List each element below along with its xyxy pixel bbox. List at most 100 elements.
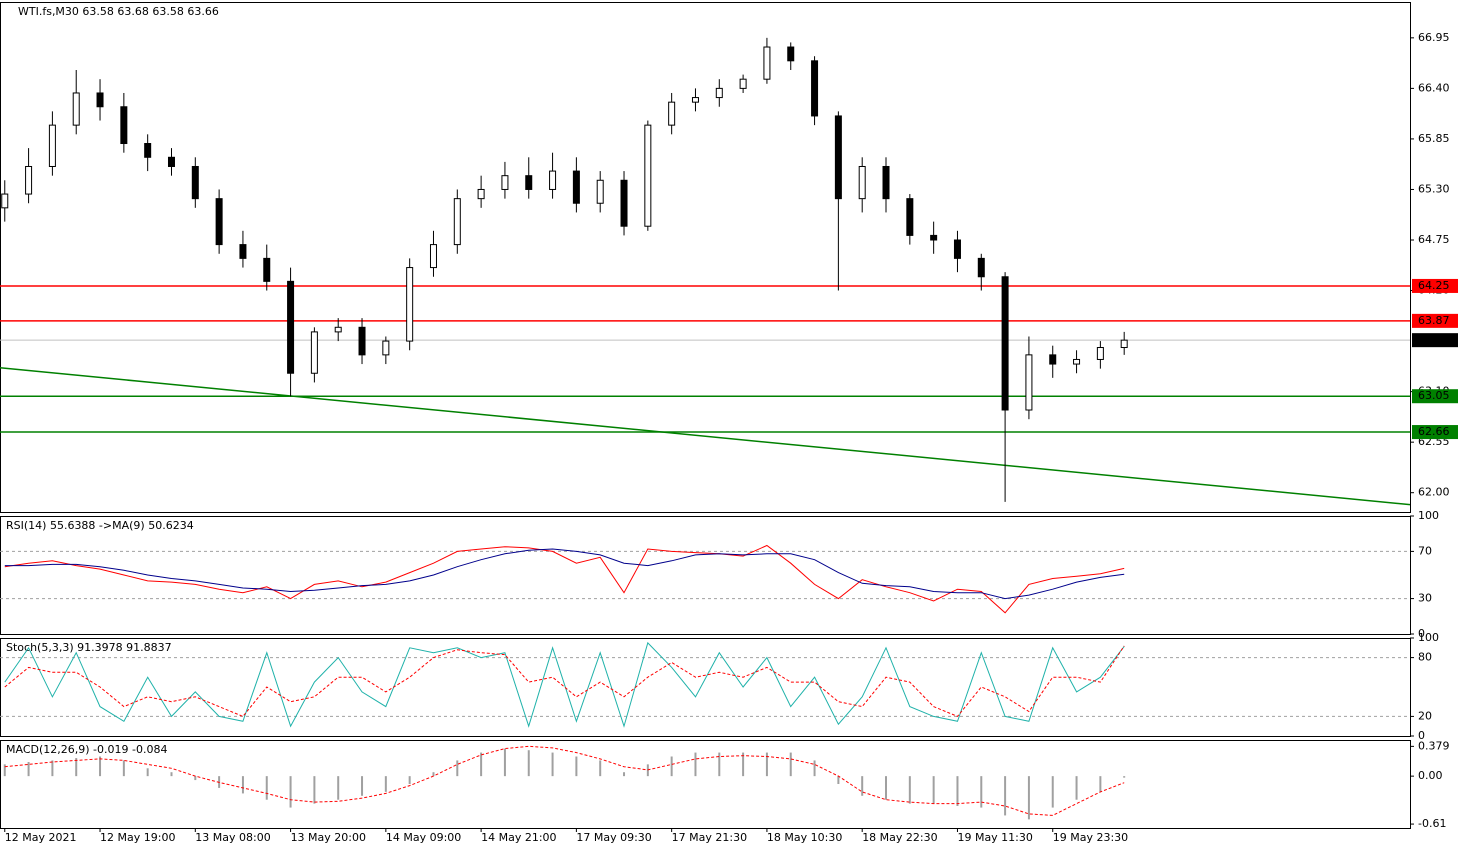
indicator-line <box>4 641 1125 728</box>
candle-body <box>906 198 914 236</box>
y-tick-label: 64.75 <box>1418 233 1450 246</box>
panel-frame <box>0 638 1411 737</box>
indicator-line <box>4 548 1125 600</box>
candle-body <box>263 257 271 282</box>
y-tick-label: 100 <box>1418 509 1439 522</box>
panel-plot <box>4 544 1125 614</box>
x-tick-label: 18 May 10:30 <box>767 831 842 844</box>
y-tick-label: 0 <box>1418 627 1425 640</box>
x-tick-label: 17 May 09:30 <box>576 831 651 844</box>
y-tick-label: 66.95 <box>1418 31 1450 44</box>
y-tick-label: 100 <box>1418 631 1439 644</box>
candle-body <box>525 175 533 190</box>
x-tick-label: 14 May 21:00 <box>481 831 556 844</box>
candle-body <box>1025 354 1033 411</box>
price-tag-label: 63.87 <box>1418 314 1450 327</box>
price-tag <box>1412 313 1458 328</box>
y-tick-label: 20 <box>1418 709 1432 722</box>
candle-body <box>191 165 199 200</box>
panel-plot <box>0 37 1410 506</box>
indicator-line <box>4 745 1125 816</box>
candle-body <box>834 115 842 200</box>
candle-body <box>644 124 652 227</box>
candle-body <box>1049 354 1057 365</box>
candle-body <box>858 165 866 200</box>
panel-title: Stoch(5,3,3) 91.3978 91.8837 <box>6 641 172 654</box>
y-tick-label: 0.379 <box>1418 739 1450 752</box>
candle-body <box>1 193 9 209</box>
candle-body <box>930 234 938 241</box>
x-tick-label: 13 May 08:00 <box>195 831 270 844</box>
candle-body <box>358 326 366 356</box>
panel-plot <box>4 641 1125 728</box>
candle-body <box>1096 347 1104 360</box>
candle-body <box>977 257 985 278</box>
y-tick-label: 70 <box>1418 544 1432 557</box>
candle-body <box>310 331 318 374</box>
price-tag <box>1412 333 1458 348</box>
candle-body <box>596 179 604 204</box>
y-tick-label: 66.40 <box>1418 81 1450 94</box>
candle-body <box>715 87 723 99</box>
price-tag <box>1412 389 1458 404</box>
price-tag <box>1412 278 1458 293</box>
panel-frame <box>0 516 1411 635</box>
candle-body <box>382 340 390 356</box>
candle-body <box>1073 358 1081 365</box>
candle-body <box>763 46 771 80</box>
panel-plot <box>3 745 1126 820</box>
candle-body <box>572 170 580 204</box>
candle-body <box>1001 276 1009 411</box>
x-tick-label: 17 May 21:30 <box>672 831 747 844</box>
panel-frame <box>0 2 1411 513</box>
price-tag-label: 63.66 <box>1418 333 1450 346</box>
panel-frame <box>0 740 1411 829</box>
y-tick-label: 65.30 <box>1418 182 1450 195</box>
candle-body <box>668 101 676 126</box>
candle-body <box>549 170 557 190</box>
y-tick-label: -0.61 <box>1418 817 1446 830</box>
x-tick-label: 18 May 22:30 <box>862 831 937 844</box>
price-tag-label: 63.05 <box>1418 389 1450 402</box>
price-tag-label: 62.66 <box>1418 425 1450 438</box>
candle-body <box>72 92 80 126</box>
y-tick-label: 65.85 <box>1418 132 1450 145</box>
candle-body <box>25 165 33 195</box>
candle-body <box>787 46 795 62</box>
price-tag <box>1412 425 1458 440</box>
candle-body <box>167 156 175 167</box>
candle-body <box>287 280 295 374</box>
candle-body <box>239 244 247 259</box>
candle-body <box>120 106 128 145</box>
candle-body <box>882 165 890 200</box>
candle-body <box>501 175 509 190</box>
x-tick-label: 19 May 23:30 <box>1053 831 1128 844</box>
candle-body <box>477 188 485 200</box>
price-tag-label: 64.25 <box>1418 279 1450 292</box>
y-tick-label: 62.00 <box>1418 486 1450 499</box>
x-tick-label: 14 May 09:00 <box>386 831 461 844</box>
indicator-line <box>4 544 1125 614</box>
panel-title: WTI.fs,M30 63.58 63.68 63.58 63.66 <box>18 5 219 18</box>
y-tick-label: 80 <box>1418 651 1432 664</box>
x-tick-label: 12 May 19:00 <box>100 831 175 844</box>
candle-body <box>406 267 414 342</box>
y-tick-label: 0 <box>1418 729 1425 742</box>
candle-body <box>1120 339 1128 349</box>
candle-body <box>429 244 437 269</box>
candle-body <box>96 92 104 108</box>
y-tick-label: 30 <box>1418 592 1432 605</box>
panel-title: MACD(12,26,9) -0.019 -0.084 <box>6 743 167 756</box>
candle-body <box>48 124 56 167</box>
candle-body <box>620 179 628 227</box>
candle-body <box>811 60 819 117</box>
panel-title: RSI(14) 55.6388 ->MA(9) 50.6234 <box>6 519 194 532</box>
candle-body <box>691 97 699 103</box>
x-tick-label: 12 May 2021 <box>5 831 77 844</box>
candle-body <box>215 198 223 246</box>
candle-body <box>953 239 961 259</box>
y-tick-label: 0.00 <box>1418 769 1443 782</box>
x-tick-label: 13 May 20:00 <box>291 831 366 844</box>
